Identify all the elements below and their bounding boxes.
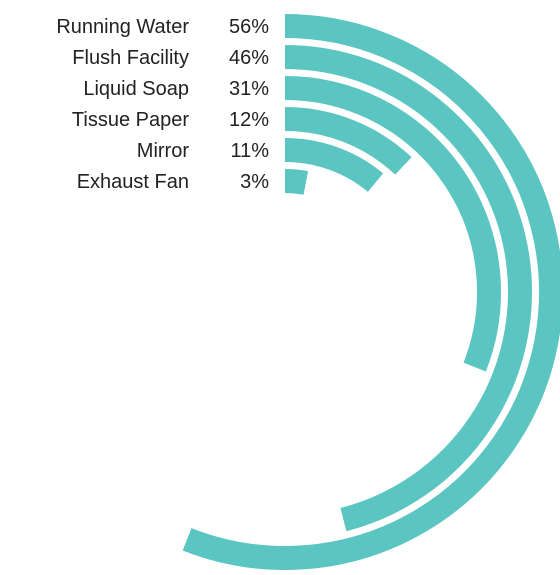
value-label-liquid-soap: 31% [229,78,269,100]
value-label-tissue-paper: 12% [229,109,269,131]
bar-flush-facility [284,45,532,532]
bar-running-water [182,14,560,570]
bar-mirror [284,138,384,193]
category-label-liquid-soap: Liquid Soap [83,78,189,100]
category-label-tissue-paper: Tissue Paper [72,109,189,131]
value-label-mirror: 11% [230,140,269,162]
category-label-exhaust-fan: Exhaust Fan [77,171,189,193]
category-label-running-water: Running Water [56,16,189,38]
value-label-flush-facility: 46% [229,47,269,69]
bar-tissue-paper [284,107,412,175]
value-label-exhaust-fan: 3% [240,171,269,193]
value-label-running-water: 56% [229,16,269,38]
bar-liquid-soap [284,76,501,372]
bar-exhaust-fan [284,169,309,195]
category-label-flush-facility: Flush Facility [72,47,189,69]
category-label-mirror: Mirror [137,140,190,162]
